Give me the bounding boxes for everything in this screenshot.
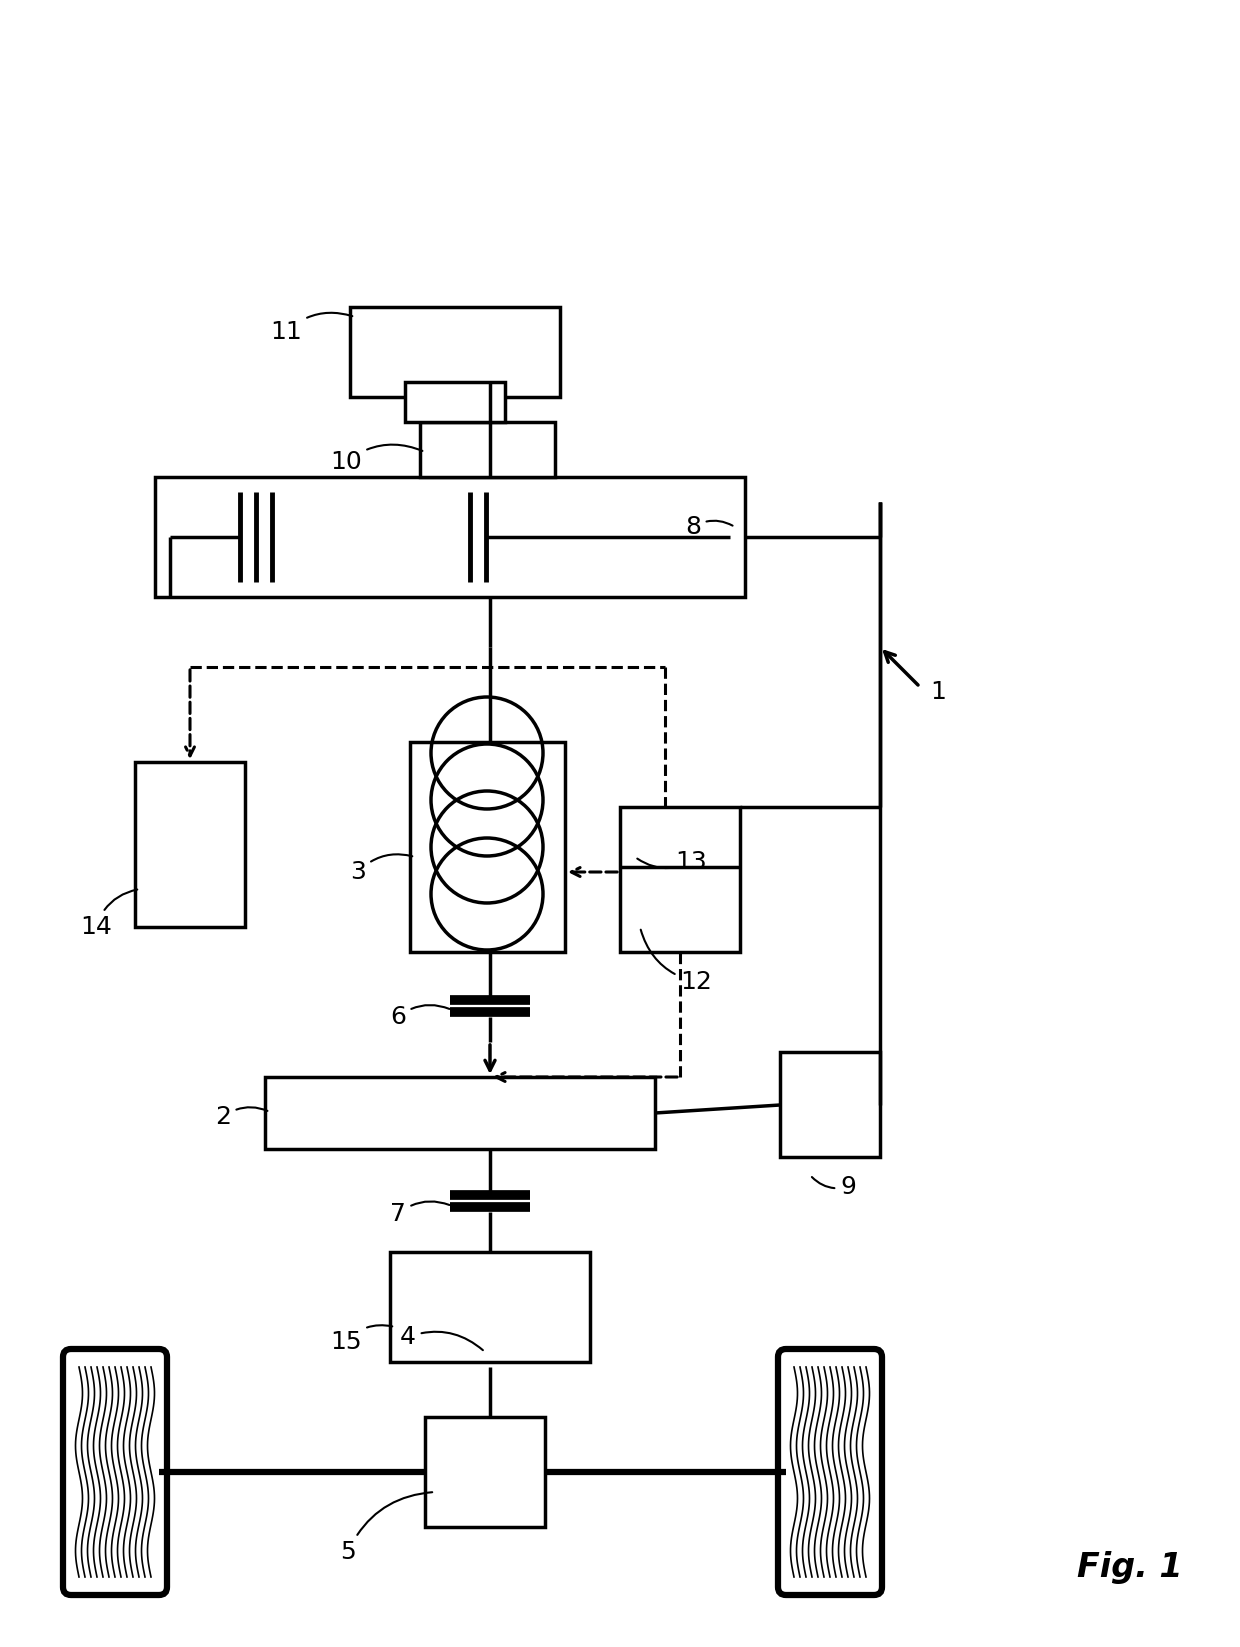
Text: 2: 2 [215,1105,268,1128]
FancyBboxPatch shape [391,1252,590,1362]
FancyBboxPatch shape [135,763,246,927]
Text: 14: 14 [81,889,138,939]
FancyBboxPatch shape [350,306,560,397]
FancyBboxPatch shape [155,478,745,596]
Text: 6: 6 [391,1005,449,1029]
Text: 3: 3 [350,855,413,884]
FancyBboxPatch shape [410,743,565,952]
Text: 15: 15 [330,1326,392,1354]
Text: 10: 10 [330,445,423,474]
FancyBboxPatch shape [780,1052,880,1156]
FancyBboxPatch shape [265,1077,655,1150]
FancyBboxPatch shape [405,382,505,422]
FancyBboxPatch shape [620,807,740,952]
Text: 7: 7 [391,1201,449,1225]
FancyBboxPatch shape [63,1349,167,1594]
Text: 4: 4 [401,1324,482,1351]
FancyBboxPatch shape [777,1349,882,1594]
FancyBboxPatch shape [420,422,556,478]
Text: 12: 12 [641,929,712,995]
Text: 9: 9 [812,1174,856,1199]
FancyBboxPatch shape [425,1416,546,1527]
Text: 11: 11 [270,313,352,344]
Text: 5: 5 [340,1492,433,1565]
Text: 8: 8 [684,516,733,539]
Text: 13: 13 [637,850,707,875]
Text: 1: 1 [930,680,946,703]
Text: Fig. 1: Fig. 1 [1078,1550,1183,1583]
